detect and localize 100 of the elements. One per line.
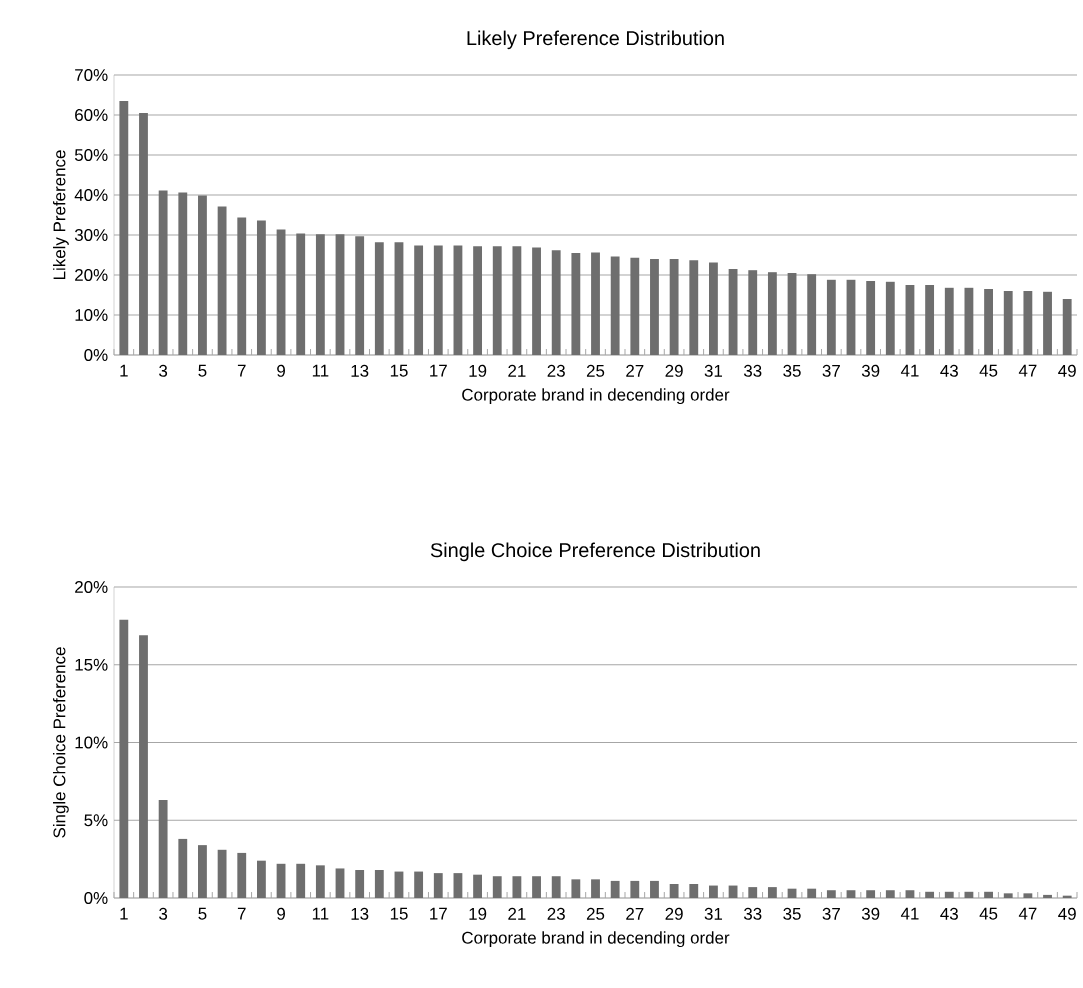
y-tick-label: 5% [84, 814, 108, 827]
bar [984, 288, 993, 355]
y-tick-label: 10% [75, 736, 108, 749]
bar [414, 871, 424, 898]
bar [1023, 893, 1033, 898]
bar [453, 873, 463, 898]
bar [944, 287, 954, 355]
y-tick-label: 20% [75, 269, 108, 281]
x-axis-title: Corporate brand in decending order [462, 931, 730, 948]
bar [610, 880, 620, 898]
bar [512, 246, 522, 355]
x-tick-label: 5 [198, 364, 207, 377]
x-tick-label: 37 [822, 907, 840, 920]
bar [787, 272, 797, 355]
bar [767, 272, 777, 355]
bar [178, 192, 188, 355]
x-tick-label: 39 [861, 364, 880, 377]
x-tick-label: 23 [547, 907, 565, 920]
x-tick-label: 3 [159, 907, 168, 920]
x-tick-label: 17 [430, 907, 447, 920]
x-tick-label: 1 [120, 364, 128, 377]
x-tick-label: 35 [783, 364, 801, 377]
bar [158, 190, 168, 355]
bar [414, 245, 424, 355]
x-tick-label: 7 [237, 364, 246, 377]
x-tick-label: 19 [469, 364, 487, 377]
bar [846, 890, 856, 898]
bar [276, 229, 286, 355]
bar [767, 887, 777, 898]
bar [374, 242, 384, 355]
y-tick-label: 60% [75, 109, 108, 121]
bar [905, 284, 915, 355]
bar [925, 284, 935, 355]
x-tick-label: 27 [626, 364, 644, 377]
bar [139, 635, 148, 898]
x-tick-label: 31 [704, 364, 723, 377]
y-tick-label: 50% [74, 149, 108, 161]
x-tick-label: 11 [312, 907, 329, 920]
bar [119, 101, 129, 355]
bar [650, 880, 659, 898]
bar [158, 800, 168, 898]
bar [964, 891, 974, 898]
x-tick-label: 33 [743, 364, 762, 377]
bar [571, 879, 581, 898]
bar [846, 279, 856, 355]
x-tick-label: 9 [277, 907, 285, 920]
x-tick-label: 45 [979, 907, 998, 920]
bar [866, 280, 876, 355]
bar [1003, 290, 1013, 355]
bar [237, 217, 247, 355]
y-axis-title: Likely Preference [52, 150, 69, 280]
bar [315, 865, 325, 898]
bar [217, 206, 227, 355]
x-tick-label: 15 [390, 907, 408, 920]
x-tick-label: 49 [1058, 364, 1076, 377]
bar [256, 860, 266, 898]
x-tick-label: 25 [586, 907, 605, 920]
bar [571, 253, 581, 355]
bar [689, 884, 699, 898]
bar [532, 247, 541, 355]
x-tick-label: 41 [900, 907, 919, 920]
bar [198, 845, 207, 898]
chart-title: Likely Preference Distribution [467, 30, 724, 50]
x-tick-label: 29 [665, 907, 683, 920]
bar [807, 274, 817, 355]
bar [296, 863, 306, 898]
bar [512, 876, 522, 898]
bar [394, 242, 404, 355]
bar [669, 259, 679, 355]
bar [1023, 290, 1033, 355]
x-tick-label: 3 [159, 364, 168, 377]
bar [139, 113, 148, 355]
bar [1062, 298, 1072, 355]
bar [650, 259, 659, 355]
bar [178, 838, 188, 898]
x-tick-label: 9 [277, 364, 285, 377]
bar [748, 270, 758, 355]
y-tick-label: 70% [75, 69, 108, 81]
bar [335, 868, 345, 898]
x-axis-title: Corporate brand in decending order [462, 388, 730, 405]
bar [276, 863, 286, 898]
bar [709, 262, 718, 355]
bar [591, 879, 600, 898]
x-tick-label: 43 [940, 364, 958, 377]
x-tick-label: 47 [1018, 364, 1037, 377]
x-tick-label: 47 [1018, 907, 1037, 920]
bar [473, 874, 483, 898]
bar [296, 233, 306, 355]
y-tick-label: 40% [74, 189, 108, 201]
bar [355, 870, 365, 898]
x-tick-label: 21 [508, 907, 526, 920]
bar [866, 890, 876, 898]
chart-title: Single Choice Preference Distribution [430, 542, 760, 562]
y-tick-label: 20% [75, 581, 108, 593]
bar [944, 891, 954, 898]
bar [492, 246, 502, 355]
x-tick-label: 39 [861, 907, 880, 920]
bar [709, 885, 718, 898]
bar [433, 873, 443, 898]
bar [473, 246, 483, 355]
